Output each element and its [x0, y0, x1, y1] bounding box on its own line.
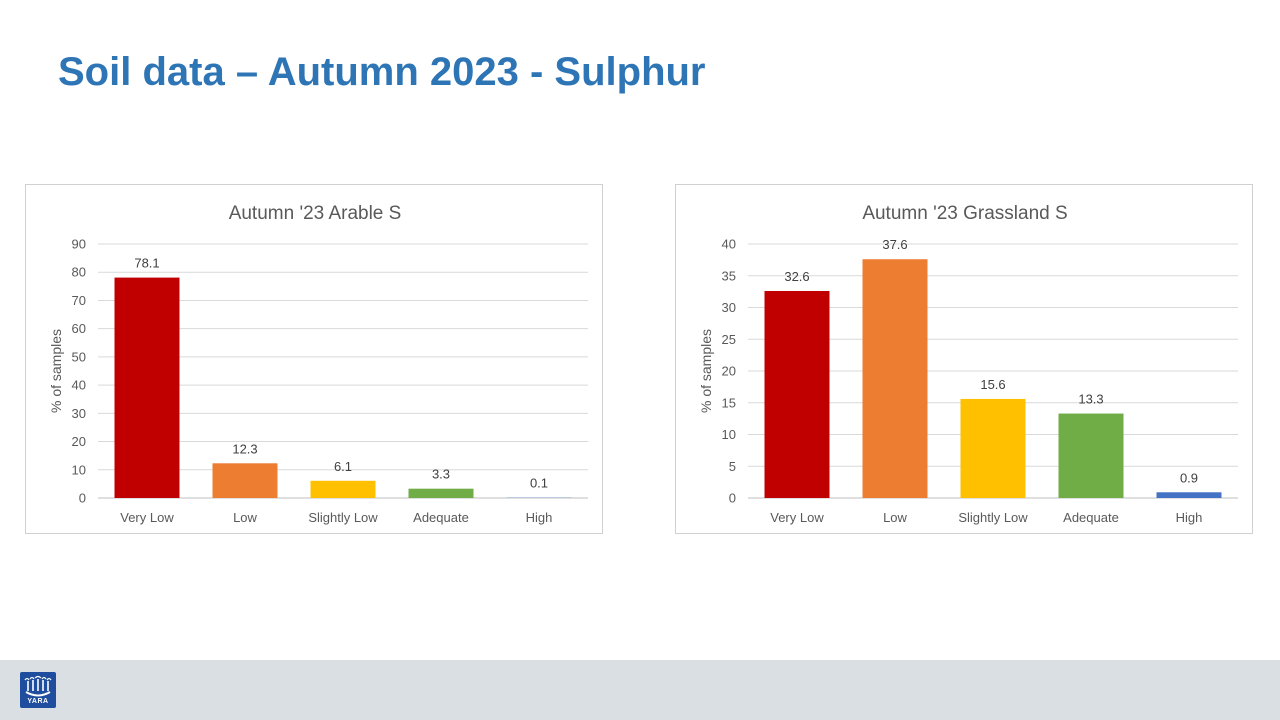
arable-y-tick-label: 90: [72, 237, 86, 252]
grassland-data-label: 0.9: [1180, 470, 1198, 485]
arable-data-label: 78.1: [134, 256, 159, 271]
yara-logo: YARA: [20, 672, 56, 708]
grassland-y-tick-label: 40: [722, 237, 736, 252]
grassland-category-label: Low: [883, 510, 907, 525]
grassland-category-label: Adequate: [1063, 510, 1119, 525]
arable-y-tick-label: 70: [72, 293, 86, 308]
yara-logo-text: YARA: [27, 698, 49, 705]
arable-y-tick-label: 20: [72, 434, 86, 449]
arable-bar: [114, 277, 180, 498]
arable-chart-panel: Autumn '23 Arable S 0 10 20 30 40 50 60 70 80 90 % …: [25, 184, 603, 534]
grassland-data-label: 13.3: [1078, 392, 1103, 407]
grassland-bar: [960, 398, 1026, 498]
grassland-chart-panel: Autumn '23 Grassland S 0 5 10 15 20 25 30 35 40 % …: [675, 184, 1253, 534]
slide-title: Soil data – Autumn 2023 - Sulphur: [58, 50, 706, 94]
arable-data-label: 12.3: [232, 441, 257, 456]
arable-chart-title: Autumn '23 Arable S: [229, 203, 402, 224]
grassland-category-label: Very Low: [770, 510, 824, 525]
arable-category-label: Adequate: [413, 510, 469, 525]
arable-y-tick-label: 0: [79, 491, 86, 506]
grassland-y-tick-label: 25: [722, 332, 736, 347]
viking-ship-icon: [24, 675, 52, 697]
grassland-y-tick-label: 15: [722, 395, 736, 410]
arable-data-label: 3.3: [432, 467, 450, 482]
grassland-y-tick-label: 30: [722, 300, 736, 315]
grassland-bar-chart: Autumn '23 Grassland S 0 5 10 15 20 25 30 35 40 % …: [698, 203, 1238, 525]
arable-y-tick-label: 50: [72, 349, 86, 364]
arable-y-tick-label: 60: [72, 321, 86, 336]
arable-bar: [310, 480, 376, 498]
arable-bar: [408, 488, 474, 498]
arable-category-label: Very Low: [120, 510, 174, 525]
grassland-y-tick-label: 35: [722, 268, 736, 283]
arable-data-label: 6.1: [334, 459, 352, 474]
grassland-y-tick-label: 20: [722, 364, 736, 379]
arable-y-axis-title: % of samples: [48, 329, 64, 413]
grassland-bar: [1156, 492, 1222, 498]
grassland-data-label: 37.6: [882, 237, 907, 252]
grassland-data-label: 15.6: [980, 377, 1005, 392]
arable-bar: [212, 463, 278, 498]
arable-y-tick-label: 80: [72, 265, 86, 280]
grassland-category-label: High: [1176, 510, 1203, 525]
arable-category-label: Slightly Low: [308, 510, 378, 525]
grassland-bar: [862, 259, 928, 498]
grassland-category-label: Slightly Low: [958, 510, 1028, 525]
arable-data-label: 0.1: [530, 476, 548, 491]
arable-y-tick-label: 10: [72, 462, 86, 477]
grassland-bar: [1058, 413, 1124, 498]
footer-bar: YARA: [0, 660, 1280, 720]
grassland-y-tick-label: 5: [729, 459, 736, 474]
arable-bar-chart: Autumn '23 Arable S 0 10 20 30 40 50 60 70 80 90 % …: [48, 203, 588, 525]
arable-category-label: Low: [233, 510, 257, 525]
arable-category-label: High: [526, 510, 553, 525]
grassland-y-axis-title: % of samples: [698, 329, 714, 413]
grassland-y-tick-label: 10: [722, 427, 736, 442]
arable-y-tick-label: 40: [72, 378, 86, 393]
grassland-chart-title: Autumn '23 Grassland S: [862, 203, 1067, 224]
arable-y-tick-label: 30: [72, 406, 86, 421]
grassland-bar: [764, 290, 830, 498]
grassland-data-label: 32.6: [784, 269, 809, 284]
grassland-y-tick-label: 0: [729, 491, 736, 506]
